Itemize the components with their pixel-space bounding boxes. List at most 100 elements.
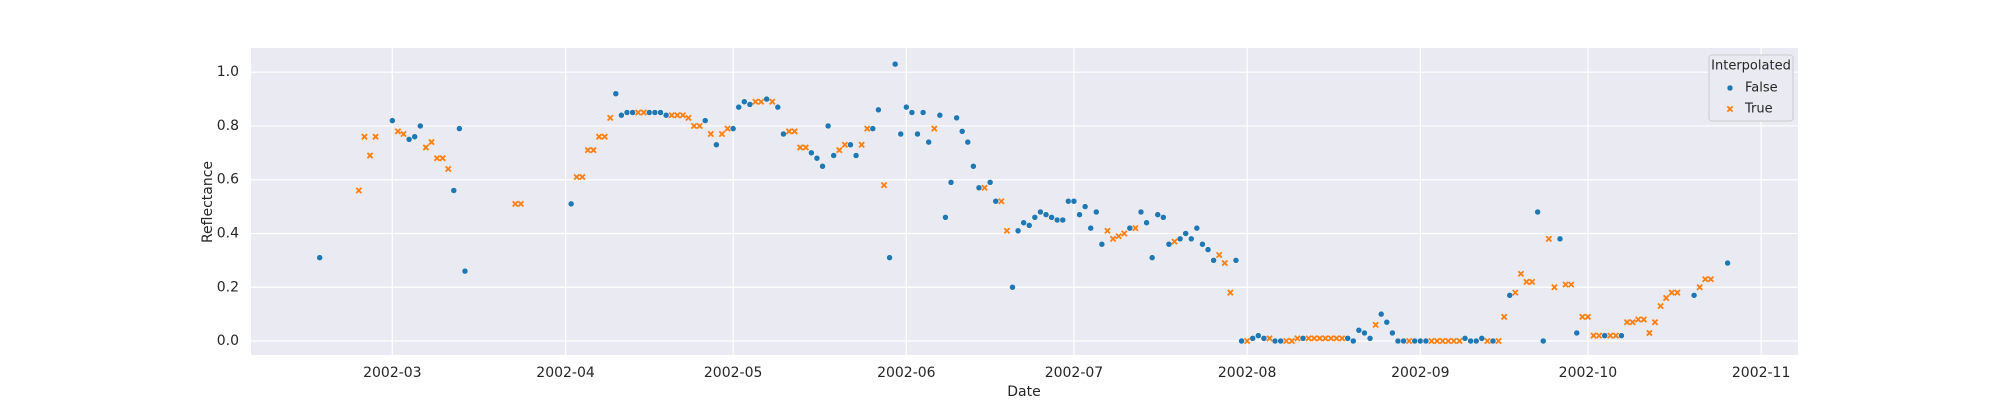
point <box>1014 227 1022 235</box>
point <box>1065 197 1072 205</box>
point <box>1634 316 1642 323</box>
point <box>1025 222 1033 229</box>
point <box>1070 197 1078 205</box>
point <box>880 181 888 189</box>
point <box>1266 335 1273 342</box>
x-axis-label: Date <box>1007 384 1040 400</box>
point <box>1288 337 1296 345</box>
point <box>953 114 960 122</box>
point <box>1093 208 1100 216</box>
point <box>1333 335 1340 342</box>
point <box>891 60 899 68</box>
point <box>1277 337 1284 345</box>
point <box>662 111 670 119</box>
point <box>1160 214 1167 221</box>
point <box>685 114 692 122</box>
point <box>1176 235 1184 243</box>
point <box>986 179 994 186</box>
point <box>1283 337 1290 345</box>
point <box>1472 337 1480 345</box>
point <box>1076 211 1083 218</box>
point <box>774 103 782 111</box>
point <box>439 154 446 162</box>
point <box>668 111 675 119</box>
point <box>970 163 977 170</box>
point <box>1394 337 1402 345</box>
x-tick-label: 2002-10 <box>1559 365 1618 381</box>
point <box>841 141 849 149</box>
point <box>931 125 938 132</box>
point <box>1467 337 1474 345</box>
point <box>863 125 871 132</box>
point <box>640 109 647 116</box>
point <box>752 98 759 106</box>
point <box>908 109 916 116</box>
point <box>1690 292 1698 299</box>
point <box>690 122 698 130</box>
point <box>763 95 770 103</box>
point <box>1037 208 1044 216</box>
point <box>579 173 586 181</box>
point <box>1215 251 1223 259</box>
point <box>646 109 653 116</box>
point <box>819 163 826 170</box>
point <box>1148 254 1156 261</box>
point <box>1294 335 1301 342</box>
point <box>1539 337 1547 345</box>
legend-title: Interpolated <box>1711 59 1791 74</box>
point <box>998 197 1005 205</box>
point <box>1450 337 1458 345</box>
point <box>964 138 972 146</box>
point <box>886 254 893 261</box>
point <box>1506 292 1513 299</box>
point <box>1646 329 1653 337</box>
point <box>1657 302 1664 310</box>
point <box>1087 224 1094 232</box>
point <box>992 197 999 205</box>
point <box>634 109 642 116</box>
point <box>405 136 413 143</box>
point <box>914 130 921 138</box>
plot-area <box>251 48 1798 355</box>
point <box>1299 335 1307 342</box>
point <box>1405 337 1413 345</box>
point <box>461 267 469 275</box>
point <box>852 152 860 159</box>
point <box>590 146 597 154</box>
point <box>517 200 525 208</box>
point <box>1724 259 1731 267</box>
point <box>674 111 681 119</box>
point <box>623 109 631 116</box>
point <box>707 130 715 138</box>
point <box>1400 337 1407 345</box>
point <box>1243 337 1251 345</box>
point <box>1573 329 1581 337</box>
point <box>1383 318 1391 326</box>
legend-label: True <box>1744 102 1773 117</box>
point <box>1601 332 1608 339</box>
point <box>1377 310 1385 318</box>
point <box>981 184 988 192</box>
point <box>1322 335 1329 342</box>
point <box>1232 257 1240 264</box>
point <box>1556 235 1564 243</box>
y-tick-label: 0.0 <box>217 333 239 349</box>
point <box>1338 335 1346 342</box>
point <box>741 98 748 106</box>
point <box>1422 337 1430 345</box>
point <box>512 200 519 208</box>
point <box>1372 321 1379 329</box>
point <box>1154 211 1161 218</box>
point <box>573 173 580 181</box>
point <box>1366 335 1374 342</box>
y-tick-label: 0.2 <box>217 279 239 295</box>
point <box>1651 318 1659 326</box>
point <box>612 90 620 97</box>
x-tick-label: 2002-05 <box>704 365 763 381</box>
point <box>1249 335 1256 342</box>
x-tick-label: 2002-09 <box>1391 365 1450 381</box>
point <box>1003 227 1011 235</box>
point <box>869 125 877 132</box>
point <box>802 144 810 151</box>
